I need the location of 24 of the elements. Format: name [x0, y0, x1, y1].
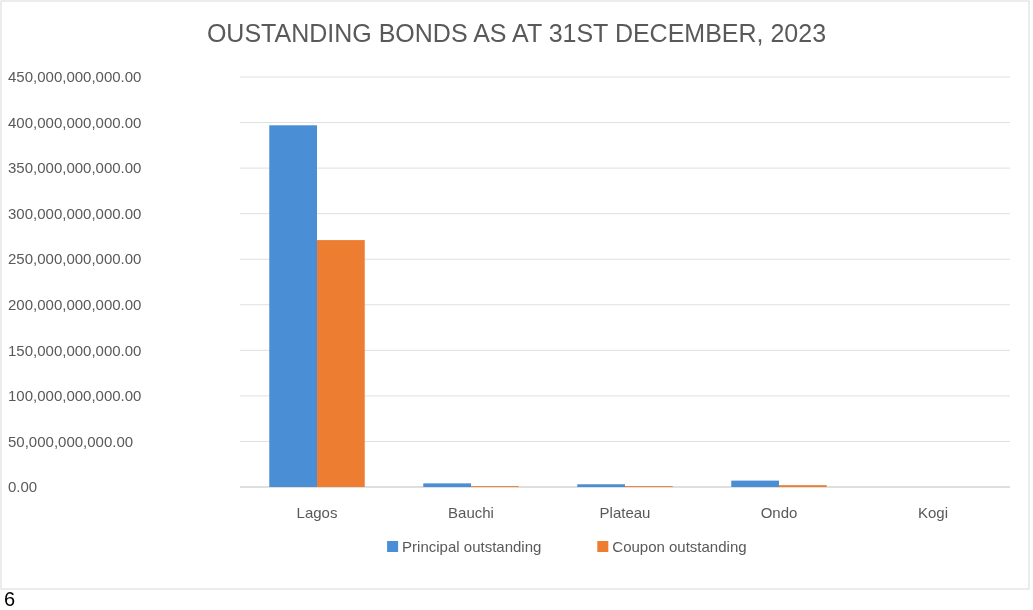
legend-label: Principal outstanding — [402, 538, 542, 556]
x-tick-label: Kogi — [917, 504, 949, 521]
bar — [317, 240, 365, 487]
y-tick-label: 150,000,000,000.00 — [8, 341, 142, 359]
x-tick-label: Bauchi — [448, 504, 494, 521]
text: 6 — [4, 588, 16, 610]
y-tick-label: 100,000,000,000.00 — [8, 387, 142, 405]
y-tick-label: 200,000,000,000.00 — [8, 296, 142, 314]
y-tick-label: 300,000,000,000.00 — [8, 204, 142, 222]
bar — [731, 480, 779, 487]
bar — [423, 483, 471, 487]
x-tick-label: Ondo — [760, 504, 798, 521]
x-tick-label: Lagos — [296, 504, 338, 521]
legend-label: Coupon outstanding — [612, 538, 747, 556]
y-tick-label: 450,000,000,000.00 — [8, 68, 142, 86]
y-tick-label: 50,000,000,000.00 — [8, 432, 134, 450]
x-tick-label: Plateau — [599, 504, 651, 521]
y-tick-label: 0.00 — [8, 478, 38, 496]
bar — [577, 484, 625, 487]
y-tick-label: 350,000,000,000.00 — [8, 159, 142, 177]
y-tick-label: 250,000,000,000.00 — [8, 250, 142, 268]
bar — [269, 125, 317, 487]
y-tick-label: 400,000,000,000.00 — [8, 113, 142, 131]
chart-title: OUSTANDING BONDS AS AT 31ST DECEMBER, 2023 — [206, 19, 827, 47]
